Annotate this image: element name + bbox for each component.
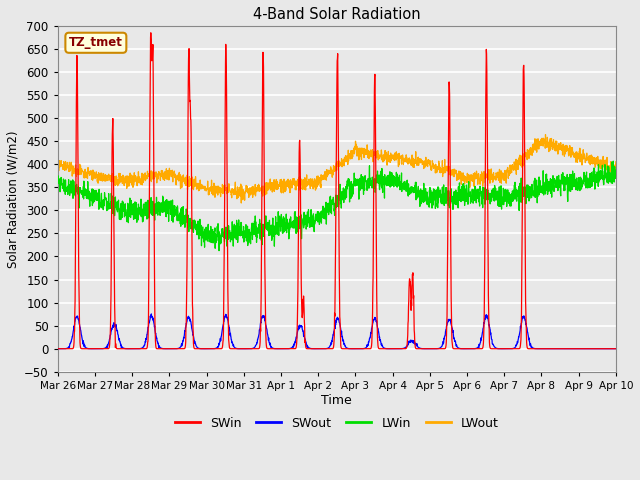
LWin bbox=[54, 175, 61, 181]
Title: 4-Band Solar Radiation: 4-Band Solar Radiation bbox=[253, 7, 420, 22]
LWin bbox=[209, 229, 217, 235]
Line: LWin: LWin bbox=[58, 161, 616, 251]
SWin bbox=[353, 346, 361, 352]
SWout bbox=[147, 311, 155, 317]
LWin bbox=[353, 182, 361, 188]
SWout bbox=[353, 346, 361, 352]
SWout bbox=[579, 346, 586, 352]
LWout bbox=[612, 159, 620, 165]
LWout bbox=[54, 165, 61, 171]
SWout bbox=[538, 346, 545, 352]
SWout bbox=[365, 337, 373, 343]
LWout bbox=[541, 132, 549, 137]
SWin bbox=[365, 346, 373, 352]
SWout bbox=[612, 346, 620, 352]
LWout bbox=[563, 148, 571, 154]
LWin bbox=[563, 180, 570, 186]
LWin bbox=[215, 248, 223, 253]
LWout bbox=[353, 153, 361, 159]
LWin bbox=[499, 202, 507, 207]
LWout bbox=[209, 190, 217, 196]
SWout bbox=[499, 346, 507, 352]
SWout bbox=[54, 346, 61, 352]
LWout bbox=[237, 200, 245, 206]
X-axis label: Time: Time bbox=[321, 394, 352, 407]
SWin bbox=[538, 346, 545, 352]
SWout bbox=[563, 346, 571, 352]
LWout bbox=[365, 149, 373, 155]
SWin bbox=[54, 346, 61, 352]
LWin bbox=[609, 158, 617, 164]
SWin bbox=[612, 346, 620, 352]
LWin bbox=[365, 174, 373, 180]
Line: LWout: LWout bbox=[58, 134, 616, 203]
LWin bbox=[612, 173, 620, 179]
LWin bbox=[579, 184, 586, 190]
SWin bbox=[147, 30, 155, 36]
SWout bbox=[210, 346, 218, 351]
LWout bbox=[499, 175, 507, 181]
Legend: SWin, SWout, LWin, LWout: SWin, SWout, LWin, LWout bbox=[170, 412, 504, 435]
Line: SWin: SWin bbox=[58, 33, 616, 349]
SWin bbox=[563, 346, 571, 352]
SWin bbox=[210, 346, 218, 352]
Y-axis label: Solar Radiation (W/m2): Solar Radiation (W/m2) bbox=[7, 130, 20, 267]
LWout bbox=[579, 155, 586, 160]
SWin bbox=[579, 346, 586, 352]
Line: SWout: SWout bbox=[58, 314, 616, 349]
SWin bbox=[499, 346, 507, 352]
Text: TZ_tmet: TZ_tmet bbox=[69, 36, 123, 49]
